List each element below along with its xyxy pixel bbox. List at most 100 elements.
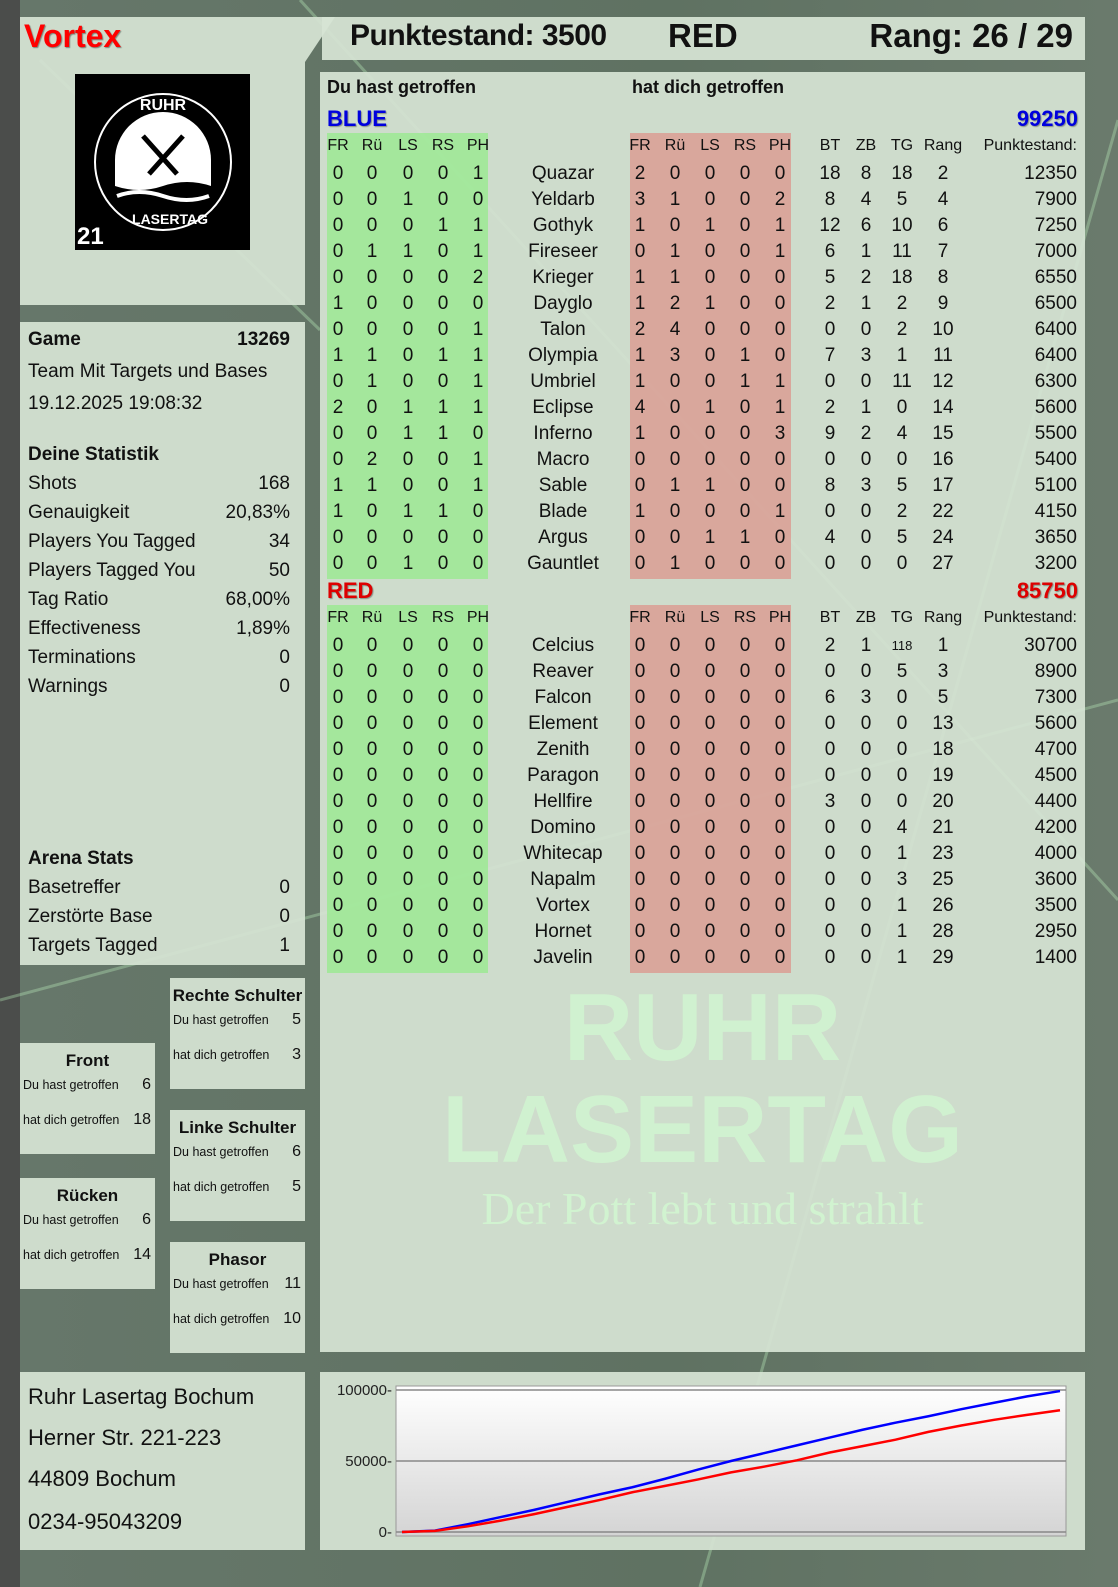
hitbox-got-label: hat dich getroffen: [23, 1113, 120, 1127]
hit-you-cell: 0: [669, 163, 681, 184]
y-tick-label: 100000-: [337, 1382, 392, 1399]
you-hit-cell: 0: [332, 267, 344, 288]
you-hit-cell: 0: [332, 241, 344, 262]
you-hit-cell: 0: [332, 163, 344, 184]
stat-cell: 0: [860, 739, 872, 760]
hit-you-cell: 0: [704, 553, 716, 574]
arena-label: Zerstörte Base: [28, 906, 153, 927]
you-hit-cell: 0: [402, 449, 414, 470]
you-hit-cell: 0: [402, 947, 414, 968]
you-hit-cell: 0: [332, 527, 344, 548]
arena-label: Basetreffer: [28, 877, 121, 898]
column-header: RS: [733, 137, 757, 154]
player-name-cell: Argus: [538, 527, 588, 548]
score-cell: 8900: [1034, 661, 1077, 682]
score-cell: 7300: [1034, 687, 1077, 708]
arena-value: 1: [279, 935, 290, 956]
column-header: PH: [466, 609, 490, 626]
you-hit-cell: 0: [437, 267, 449, 288]
hit-you-cell: 0: [774, 163, 786, 184]
you-hit-cell: 1: [402, 397, 414, 418]
hit-you-cell: 0: [739, 843, 751, 864]
hit-you-cell: 0: [739, 765, 751, 786]
hit-you-cell: 0: [704, 319, 716, 340]
you-hit-cell: 1: [472, 241, 484, 262]
stat-cell: 5: [824, 267, 836, 288]
stat-cell: 0: [824, 319, 836, 340]
hit-you-cell: 0: [669, 635, 681, 656]
hit-you-cell: 0: [739, 449, 751, 470]
hitbox-got-value: 18: [133, 1111, 151, 1128]
column-header-score: Punktestand:: [983, 609, 1077, 626]
hit-you-cell: 0: [774, 895, 786, 916]
you-hit-cell: 0: [472, 635, 484, 656]
stat-label: Genauigkeit: [28, 502, 130, 523]
score-cell: 30700: [1024, 635, 1077, 656]
score-cell: 5100: [1034, 475, 1077, 496]
you-hit-cell: 0: [472, 189, 484, 210]
hit-you-label: hat dich getroffen: [632, 77, 784, 97]
column-header: FR: [327, 137, 349, 154]
logo: RUHR LASERTAG 21: [75, 74, 250, 250]
hit-you-cell: 0: [669, 791, 681, 812]
hit-you-cell: 0: [739, 397, 751, 418]
you-hit-cell: 0: [332, 895, 344, 916]
hit-you-cell: 2: [774, 189, 786, 210]
you-hit-cell: 1: [437, 345, 449, 366]
hit-you-band: [630, 133, 791, 579]
column-header: RS: [733, 609, 757, 626]
you-hit-cell: 1: [366, 475, 378, 496]
score-cell: 4000: [1034, 843, 1077, 864]
hit-you-cell: 0: [704, 765, 716, 786]
hitbox-got-value: 3: [292, 1046, 301, 1063]
you-hit-cell: 0: [366, 921, 378, 942]
hit-you-cell: 0: [739, 501, 751, 522]
stat-cell: 6: [824, 687, 836, 708]
hit-you-cell: 1: [739, 527, 751, 548]
you-hit-cell: 0: [366, 527, 378, 548]
hit-you-cell: 0: [774, 739, 786, 760]
you-hit-cell: 0: [366, 739, 378, 760]
you-hit-cell: 1: [332, 501, 344, 522]
hit-you-cell: 0: [739, 319, 751, 340]
hitbox-title: Rücken: [56, 1186, 119, 1205]
score-cell: 4500: [1034, 765, 1077, 786]
stat-cell: 3: [896, 869, 908, 890]
stat-cell: 18: [932, 739, 954, 760]
hit-you-cell: 0: [704, 895, 716, 916]
hit-you-cell: 0: [669, 527, 681, 548]
hitbox-got-label: hat dich getroffen: [173, 1048, 270, 1062]
address-line1: Ruhr Lasertag Bochum: [28, 1384, 255, 1409]
hitbox-hit-label: Du hast getroffen: [23, 1078, 119, 1092]
hit-you-cell: 0: [704, 501, 716, 522]
stat-cell: 0: [824, 947, 836, 968]
hit-you-cell: 0: [739, 635, 751, 656]
stat-cell: 0: [824, 713, 836, 734]
you-hit-cell: 1: [332, 293, 344, 314]
you-hit-cell: 1: [366, 345, 378, 366]
stat-cell: 4: [824, 527, 836, 548]
game-datetime-text: 19.12.2025 19:08:32: [28, 393, 203, 414]
stat-cell: 5: [896, 189, 908, 210]
you-hit-cell: 0: [332, 449, 344, 470]
column-header: ZB: [855, 609, 877, 626]
stat-cell: 3: [937, 661, 949, 682]
stat-cell: 0: [860, 553, 872, 574]
you-hit-cell: 1: [472, 163, 484, 184]
column-header: Rü: [664, 609, 686, 626]
you-hit-cell: 1: [472, 319, 484, 340]
hitbox-hit-value: 6: [292, 1143, 301, 1160]
score-cell: 2950: [1034, 921, 1077, 942]
arena-title: Arena Stats: [28, 848, 290, 870]
hit-you-cell: 1: [669, 241, 681, 262]
hit-you-cell: 0: [739, 215, 751, 236]
you-hit-cell: 0: [366, 817, 378, 838]
you-hit-cell: 0: [472, 895, 484, 916]
you-hit-cell: 1: [472, 397, 484, 418]
stat-cell: 1: [860, 397, 872, 418]
team-total: 99250: [1016, 106, 1078, 131]
you-hit-cell: 2: [366, 449, 378, 470]
stat-cell: 6: [860, 215, 872, 236]
you-hit-cell: 0: [437, 661, 449, 682]
stat-value: 34: [268, 531, 290, 552]
